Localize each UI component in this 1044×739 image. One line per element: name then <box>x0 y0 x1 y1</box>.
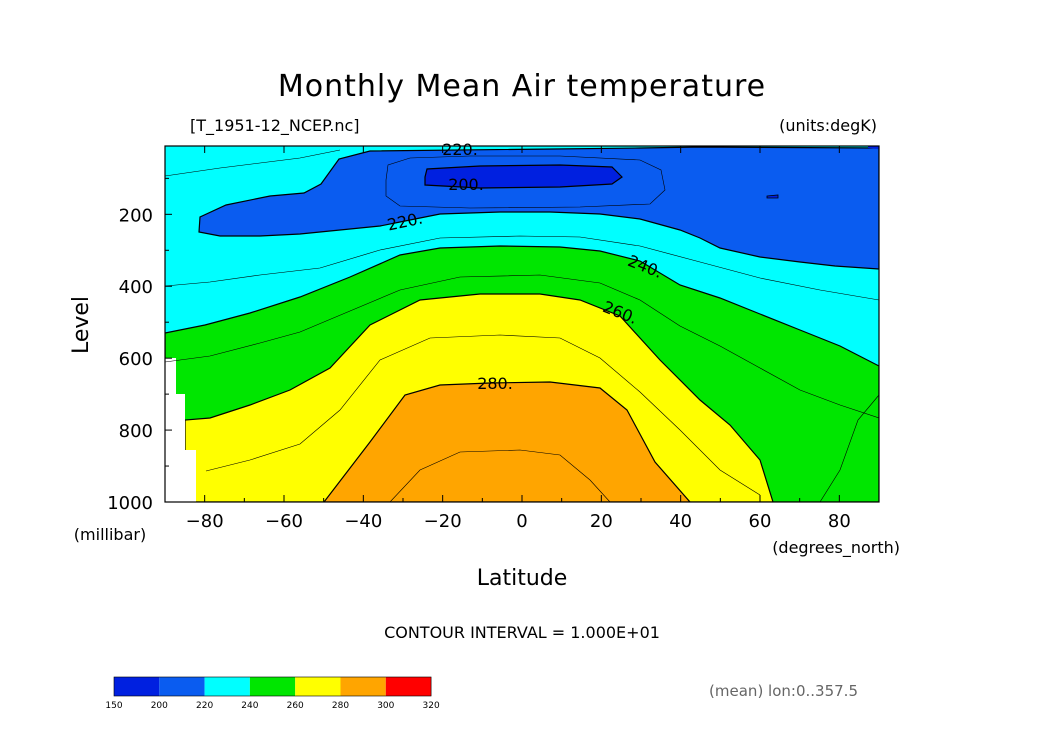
y-axis: 200 400 600 800 1000 <box>107 177 172 514</box>
x-tick-label: 20 <box>590 511 613 532</box>
color-bar-frame <box>113 676 432 697</box>
fill-200-below <box>424 164 623 189</box>
color-bar-label: 260 <box>287 701 304 711</box>
contour-line-230 <box>165 235 879 301</box>
missing-data-region <box>165 358 196 502</box>
color-bar-label: 240 <box>241 701 258 711</box>
contour-line-top <box>165 149 341 177</box>
x-tick-label: 60 <box>749 511 772 532</box>
fill-200-patch <box>868 146 879 149</box>
y-tick-label: 600 <box>119 349 153 370</box>
fill-280-above <box>323 381 691 502</box>
contour-label-220-top: 220. <box>442 140 478 159</box>
units-label: (units:degK) <box>779 116 877 135</box>
color-swatch-2 <box>204 677 250 696</box>
y-tick-label: 400 <box>119 277 153 298</box>
x-tick-label: −80 <box>186 511 224 532</box>
color-bar: 150 200 220 240 260 280 300 320 <box>105 676 440 711</box>
color-swatch-6 <box>385 677 432 696</box>
y-axis-units: (millibar) <box>74 525 146 544</box>
y-axis-title: Level <box>69 296 94 354</box>
contour-line-210 <box>385 155 666 209</box>
color-bar-label: 320 <box>423 701 440 711</box>
x-tick-label: −20 <box>424 511 462 532</box>
x-tick-label: 40 <box>669 511 692 532</box>
y-tick-label: 1000 <box>107 493 153 514</box>
chart-title: Monthly Mean Air temperature <box>278 69 766 104</box>
color-swatch-0 <box>114 677 160 696</box>
color-bar-label: 300 <box>377 701 394 711</box>
contour-label-200: 200. <box>448 175 484 194</box>
color-bar-label: 200 <box>151 701 168 711</box>
y-tick-label: 800 <box>119 421 153 442</box>
contour-line-270 <box>205 334 761 496</box>
contour-line-290 <box>389 449 611 502</box>
x-axis: −80 −60 −40 −20 0 20 40 60 80 <box>164 146 880 532</box>
color-bar-label: 220 <box>196 701 213 711</box>
contour-line-250 <box>165 274 879 419</box>
x-tick-label: 0 <box>516 511 527 532</box>
contour-line-edge <box>819 394 879 502</box>
thin-contours <box>165 149 879 502</box>
color-swatch-3 <box>249 677 296 696</box>
color-swatch-5 <box>340 677 386 696</box>
contour-interval: CONTOUR INTERVAL = 1.000E+01 <box>384 623 660 642</box>
footnote: (mean) lon:0..357.5 <box>709 682 858 700</box>
fill-220-below <box>198 146 879 270</box>
contour-fills <box>165 146 879 502</box>
contour-labels: 220. 200. 220. 240. 260. 280. <box>385 140 665 393</box>
x-tick-label: −40 <box>344 511 382 532</box>
x-axis-title: Latitude <box>477 566 568 591</box>
file-label: [T_1951-12_NCEP.nc] <box>190 116 360 136</box>
fill-speck <box>766 194 779 199</box>
x-tick-label: −60 <box>265 511 303 532</box>
contour-label-280: 280. <box>477 374 513 393</box>
color-swatch-1 <box>159 677 205 696</box>
color-swatch-4 <box>295 677 341 696</box>
color-bar-label: 150 <box>105 701 122 711</box>
x-tick-label: 80 <box>828 511 851 532</box>
color-bar-label: 280 <box>332 701 349 711</box>
x-axis-units: (degrees_north) <box>772 538 900 558</box>
y-tick-label: 200 <box>119 205 153 226</box>
